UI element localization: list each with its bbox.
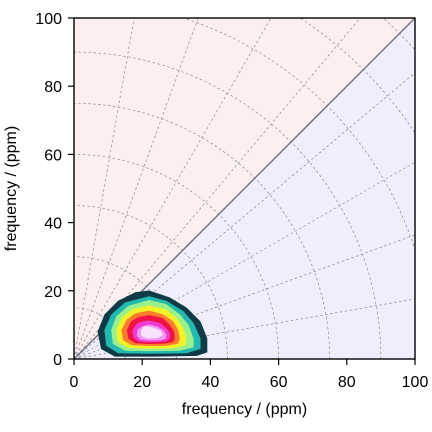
plot-area — [73, 17, 416, 360]
y-axis: 0 20 40 60 80 100 — [35, 11, 74, 369]
y-tick-label: 100 — [35, 11, 62, 28]
y-tick-label: 0 — [53, 352, 62, 369]
x-tick-label: 60 — [270, 374, 288, 391]
x-tick-label: 0 — [70, 374, 79, 391]
grid-ray — [74, 161, 415, 359]
y-tick-label: 60 — [44, 147, 62, 164]
grid-ray — [74, 18, 361, 359]
x-tick-label: 20 — [133, 374, 151, 391]
y-tick-label: 80 — [44, 79, 62, 96]
grid-ray — [74, 72, 415, 359]
grid-ray — [74, 18, 199, 359]
x-axis: 0 20 40 60 80 100 — [70, 359, 429, 391]
grid-ray — [74, 18, 272, 359]
x-tick-label: 80 — [338, 374, 356, 391]
grid-ray — [74, 18, 135, 359]
contour-layer — [97, 290, 208, 357]
x-tick-label: 40 — [202, 374, 220, 391]
contour-level-9 — [140, 325, 163, 339]
y-tick-label: 40 — [44, 216, 62, 233]
grid-ray — [74, 234, 415, 359]
x-tick-label: 100 — [402, 374, 429, 391]
grid-ray — [74, 298, 415, 359]
x-axis-label: frequency / (ppm) — [182, 401, 307, 418]
plot-frame — [73, 17, 416, 360]
y-axis-label: frequency / (ppm) — [3, 126, 20, 251]
y-tick-label: 20 — [44, 284, 62, 301]
